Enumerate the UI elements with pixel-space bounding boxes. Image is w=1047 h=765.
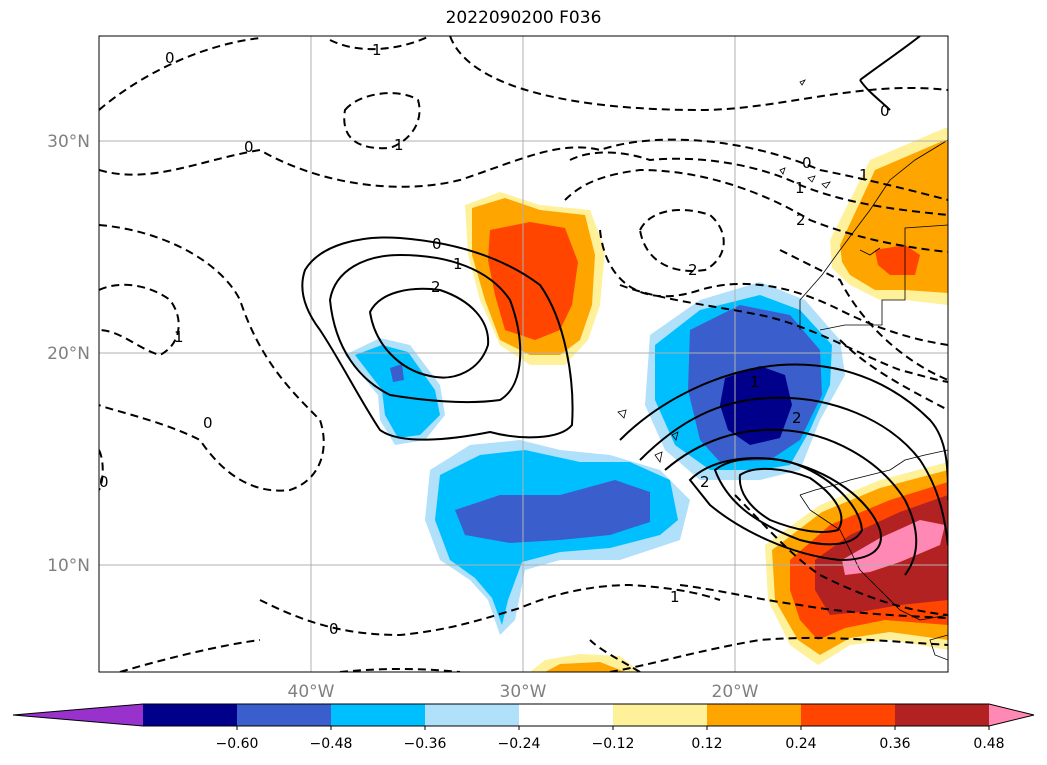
contour-labels: 0 1 0 1 1 0 0 0 1 2 1 2 0 1 0 0 1 2 1 2 … (99, 41, 890, 638)
shade-pink (842, 520, 945, 575)
colorbar-segment (707, 704, 802, 726)
shade-orange (840, 140, 948, 293)
lat-label: 10°N (47, 556, 90, 576)
gridlines (99, 36, 948, 672)
colorbar-segment (895, 704, 990, 726)
shade-navy (720, 366, 792, 445)
shade-royal-blue (455, 480, 650, 543)
colorbar-segment (237, 704, 332, 726)
colorbar-tick-label: 0.48 (973, 736, 1004, 752)
map-title: 2022090200 F036 (445, 8, 602, 28)
colorbar-segment (801, 704, 896, 726)
colorbar-tick-label: 0.24 (785, 736, 816, 752)
colorbar-segment (143, 704, 238, 726)
map-frame (98, 35, 949, 673)
colorbar-tick-label: −0.48 (310, 736, 353, 752)
positive-contours (301, 36, 948, 576)
contour-label: 1 (750, 373, 760, 391)
lon-label: 30°W (500, 682, 547, 702)
negative-contours (99, 36, 948, 672)
map-area: 0 1 0 1 1 0 0 0 1 2 1 2 0 1 0 0 1 2 1 2 … (99, 36, 948, 672)
contour-label: 0 (99, 473, 109, 491)
colorbar-extend-high (989, 704, 1034, 726)
contour-label: 1 (394, 136, 404, 154)
contour-label: 2 (700, 473, 710, 491)
shade-red-orange (875, 245, 920, 275)
contour-label: 1 (372, 41, 382, 59)
contour-label: 0 (802, 154, 812, 172)
colorbar-outline (12, 703, 1035, 727)
contour-label: 0 (203, 414, 213, 432)
colorbar: −0.60 −0.48 −0.36 −0.24 −0.12 0.12 0.24 0.36 0.4… (12, 703, 1035, 752)
contour-label: 0 (329, 620, 339, 638)
colorbar-tick-label: −0.12 (592, 736, 635, 752)
contour-label: 1 (859, 166, 869, 184)
contour-label: 1 (453, 255, 463, 273)
colorbar-tick-label: −0.36 (404, 736, 447, 752)
contour-label: 2 (792, 409, 802, 427)
shade-royal-blue (390, 364, 404, 382)
shade-orange (545, 662, 625, 672)
contour-label: 1 (174, 328, 184, 346)
shade-sky-blue (355, 345, 440, 438)
contour-label: 0 (244, 138, 254, 156)
contour-label: 2 (688, 261, 698, 279)
longitude-labels: 40°W 30°W 20°W (288, 682, 759, 702)
lat-label: 30°N (47, 132, 90, 152)
colorbar-tick-label: −0.60 (216, 736, 259, 752)
colorbar-tick-label: 0.36 (879, 736, 910, 752)
contour-label: 2 (431, 278, 441, 296)
lon-label: 20°W (712, 682, 759, 702)
latitude-labels: 30°N 20°N 10°N (47, 132, 90, 576)
colorbar-extend-low (13, 704, 143, 726)
colorbar-segment (613, 704, 708, 726)
lat-label: 20°N (47, 344, 90, 364)
colorbar-tick-label: 0.12 (691, 736, 722, 752)
contour-label: 0 (165, 49, 175, 67)
colorbar-segment (331, 704, 426, 726)
shading-layer (345, 128, 948, 672)
lon-label: 40°W (288, 682, 335, 702)
colorbar-tick-label: −0.24 (498, 736, 541, 752)
contour-label: 1 (795, 179, 805, 197)
colorbar-segment (519, 704, 614, 726)
contour-label: 0 (880, 102, 890, 120)
contour-label: 1 (670, 588, 680, 606)
contour-label: 0 (432, 235, 442, 253)
colorbar-segment (425, 704, 520, 726)
contour-label: 2 (796, 211, 806, 229)
